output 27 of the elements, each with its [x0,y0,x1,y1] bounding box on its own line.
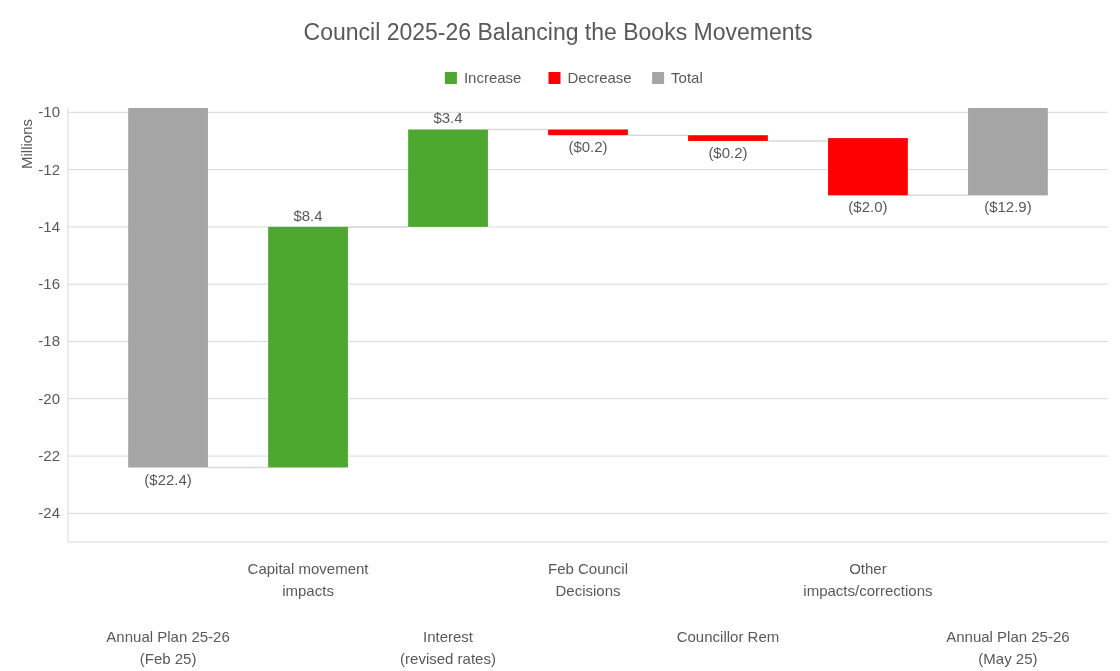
chart-title: Council 2025-26 Balancing the Books Movements [303,19,813,45]
y-axis-title: Millions [18,118,35,170]
legend-label: Decrease [567,69,632,86]
y-tick-label: -18 [38,332,60,350]
x-tick-label: Annual Plan 25-26 (May 25) [946,628,1070,667]
x-tick-label: Feb Council Decisions [547,560,629,599]
data-label: $3.4 [433,109,463,127]
y-tick-label: -24 [38,504,60,522]
data-label: ($2.0) [848,198,888,216]
x-tick-label: Interest (revised rates) [400,628,496,667]
x-tick-label: Other impacts/corrections [803,560,933,599]
data-label: ($22.4) [144,470,192,488]
y-tick-label: -22 [38,447,60,465]
x-tick-label: Capital movement impacts [247,560,370,599]
x-tick-label: Councillor Rem [676,628,780,645]
data-label: ($12.9) [984,198,1032,216]
x-tick-label: Annual Plan 25-26 (Feb 25) [106,628,230,667]
y-tick-label: -14 [38,217,60,235]
legend-label: Increase [463,69,522,86]
data-label: ($0.2) [568,138,608,156]
y-tick-label: -16 [38,275,60,293]
legend-label: Total [671,69,703,86]
y-tick-label: -10 [38,103,60,121]
y-tick-label: -12 [38,160,60,178]
data-label: $8.4 [293,206,323,224]
y-tick-label: -20 [38,389,60,407]
data-label: ($0.2) [708,143,748,161]
